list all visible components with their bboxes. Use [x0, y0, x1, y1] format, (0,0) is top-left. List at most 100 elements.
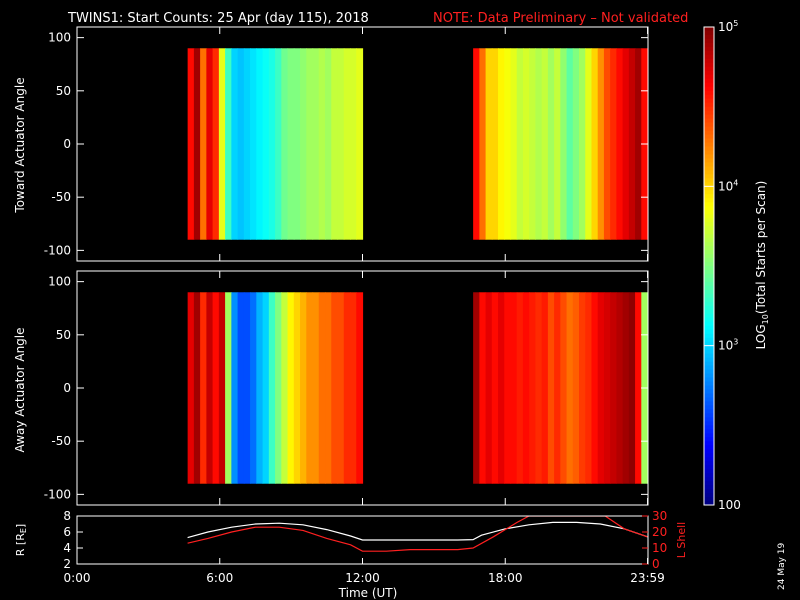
colorbar-cell: [704, 226, 714, 231]
y-tick-label: -50: [51, 190, 71, 204]
colorbar-cell: [704, 174, 714, 179]
colorbar-cell: [704, 122, 714, 128]
heatmap-cell: [579, 48, 586, 240]
colorbar-cell: [704, 230, 714, 235]
heatmap-cell: [510, 292, 518, 484]
heatmap-cell: [547, 48, 555, 240]
y-tick-label: 100: [48, 31, 71, 45]
y-tick-label: -100: [44, 243, 71, 257]
time-xlabel: Time (UT): [338, 586, 398, 600]
colorbar-cell: [704, 130, 714, 136]
colorbar-cell: [704, 345, 714, 351]
y-tick-label: 50: [56, 84, 71, 98]
colorbar-cell: [704, 166, 714, 171]
colorbar-cell: [704, 178, 714, 183]
colorbar-cell: [704, 389, 714, 394]
heatmap-cell: [350, 48, 357, 240]
heatmap-cell: [516, 292, 524, 484]
colorbar-cell: [704, 54, 714, 60]
colorbar-cell: [704, 62, 714, 68]
heatmap-cell: [287, 48, 295, 240]
toward-ylabel: Toward Actuator Angle: [13, 77, 27, 213]
heatmap-cell: [218, 292, 226, 484]
colorbar-cell: [704, 309, 714, 315]
heatmap-cell: [603, 48, 611, 240]
colorbar-cell: [704, 102, 714, 108]
colorbar-tick-label: 105: [718, 19, 738, 34]
colorbar-cell: [704, 210, 714, 215]
heatmap-cell: [350, 292, 357, 484]
heatmap-cell: [262, 292, 270, 484]
colorbar-cell: [704, 74, 714, 80]
colorbar-cell: [704, 417, 714, 422]
colorbar-cell: [704, 190, 714, 195]
colorbar-cell: [704, 493, 714, 498]
orbit-panel: 8 6 4 2 30 20 10 0 0:00 6:00 12:00 18:00 23:59: [63, 509, 667, 585]
heatmap-cell: [337, 292, 345, 484]
heatmap-cell: [268, 48, 276, 240]
y-tick-right-label: 0: [652, 557, 660, 571]
heatmap-cell: [529, 292, 537, 484]
colorbar-tick-label: 104: [718, 178, 738, 193]
colorbar-tick-label: 103: [718, 338, 738, 353]
heatmap-cell: [628, 48, 636, 240]
colorbar-cell: [704, 321, 714, 327]
heatmap-cell: [318, 48, 326, 240]
y-tick-label: 2: [63, 557, 71, 571]
heatmap-cell: [547, 292, 555, 484]
heatmap-cell: [572, 292, 580, 484]
colorbar-cell: [704, 485, 714, 490]
colorbar-cell: [704, 285, 714, 291]
heatmap-cell: [343, 292, 351, 484]
heatmap-cell: [616, 48, 624, 240]
colorbar-cell: [704, 301, 714, 307]
heatmap-cell: [343, 48, 351, 240]
colorbar-cell: [704, 27, 714, 32]
heatmap-cell: [237, 48, 245, 240]
heatmap-cell: [635, 48, 642, 240]
y-tick-label: 0: [63, 381, 71, 395]
heatmap-cell: [504, 292, 512, 484]
colorbar-cell: [704, 86, 714, 92]
orbit-ylabel-left: R [RE]: [14, 524, 28, 556]
heatmap-cell: [535, 48, 543, 240]
heatmap-cell: [610, 48, 617, 240]
colorbar-cell: [704, 469, 714, 474]
colorbar-cell: [704, 78, 714, 84]
colorbar-cell: [704, 497, 714, 502]
colorbar-cell: [704, 453, 714, 458]
colorbar-cell: [704, 222, 714, 227]
colorbar-cell: [704, 202, 714, 207]
heatmap-cell: [585, 48, 593, 240]
heatmap-cell: [498, 48, 505, 240]
colorbar-cell: [704, 473, 714, 478]
heatmap-cell: [628, 292, 636, 484]
colorbar-cell: [704, 501, 714, 506]
colorbar-cell: [704, 445, 714, 450]
colorbar-cell: [704, 206, 714, 211]
colorbar-cell: [704, 465, 714, 470]
colorbar-cell: [704, 273, 714, 279]
colorbar-cell: [704, 46, 714, 52]
colorbar-cell: [704, 325, 714, 331]
colorbar-cell: [704, 365, 714, 371]
colorbar-cell: [704, 477, 714, 482]
colorbar-cell: [704, 154, 714, 159]
heatmap-cell: [306, 292, 314, 484]
away-ylabel: Away Actuator Angle: [13, 327, 27, 452]
colorbar-cell: [704, 42, 714, 48]
y-tick-right-label: 20: [652, 525, 667, 539]
date-stamp: 24 May 19: [777, 542, 787, 590]
colorbar-cell: [704, 333, 714, 339]
colorbar-cell: [704, 186, 714, 191]
colorbar-cell: [704, 170, 714, 175]
heatmap-cell: [356, 292, 364, 484]
y-tick-label: 100: [48, 275, 71, 289]
heatmap-cell: [200, 48, 207, 240]
heatmap-cell: [597, 48, 605, 240]
heatmap-cell: [300, 292, 307, 484]
colorbar-cell: [704, 146, 714, 151]
heatmap-cell: [212, 48, 220, 240]
heatmap-cell: [243, 292, 251, 484]
heatmap-cell: [585, 292, 593, 484]
